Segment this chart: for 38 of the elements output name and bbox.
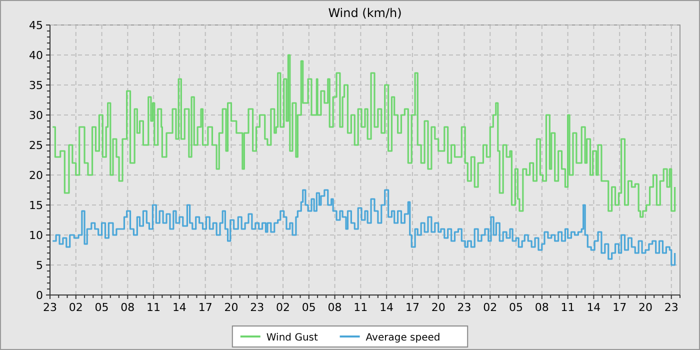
- x-tick-label: 14: [172, 301, 186, 314]
- chart-title: Wind (km/h): [328, 6, 402, 20]
- x-tick-label: 17: [612, 301, 627, 314]
- x-tick-label: 23: [457, 301, 472, 314]
- x-tick-label: 05: [94, 301, 109, 314]
- x-tick-label: 02: [276, 301, 290, 314]
- y-tick-label: 30: [29, 109, 43, 122]
- x-tick-label: 05: [302, 301, 316, 314]
- x-tick-label: 02: [483, 301, 498, 314]
- x-tick-label: 14: [380, 301, 394, 314]
- y-tick-label: 40: [29, 49, 43, 62]
- x-tick-label: 11: [354, 301, 368, 314]
- y-tick-label: 20: [29, 169, 43, 182]
- legend-label: Wind Gust: [266, 332, 318, 344]
- x-tick-label: 08: [120, 301, 135, 314]
- y-tick-label: 5: [36, 259, 43, 272]
- x-tick-label: 17: [405, 301, 420, 314]
- y-tick-label: 15: [29, 199, 43, 212]
- x-tick-label: 23: [664, 301, 678, 314]
- x-tick-label: 17: [198, 301, 212, 314]
- y-tick-label: 25: [29, 139, 43, 152]
- x-tick-label: 23: [43, 301, 57, 314]
- x-tick-label: 11: [560, 301, 575, 314]
- x-tick-label: 20: [431, 301, 446, 314]
- x-tick-label: 14: [586, 301, 601, 314]
- legend-label: Average speed: [366, 332, 440, 344]
- x-tick-label: 02: [68, 301, 83, 314]
- x-tick-label: 08: [328, 301, 342, 314]
- x-tick-label: 23: [250, 301, 264, 314]
- y-tick-label: 10: [29, 229, 43, 242]
- x-tick-label: 08: [534, 301, 549, 314]
- y-tick-label: 35: [29, 79, 43, 92]
- x-tick-label: 20: [638, 301, 652, 314]
- x-tick-label: 20: [224, 301, 238, 314]
- x-tick-label: 05: [509, 301, 524, 314]
- y-tick-label: 45: [29, 19, 43, 32]
- x-tick-label: 11: [146, 301, 161, 314]
- y-tick-label: 0: [36, 289, 43, 302]
